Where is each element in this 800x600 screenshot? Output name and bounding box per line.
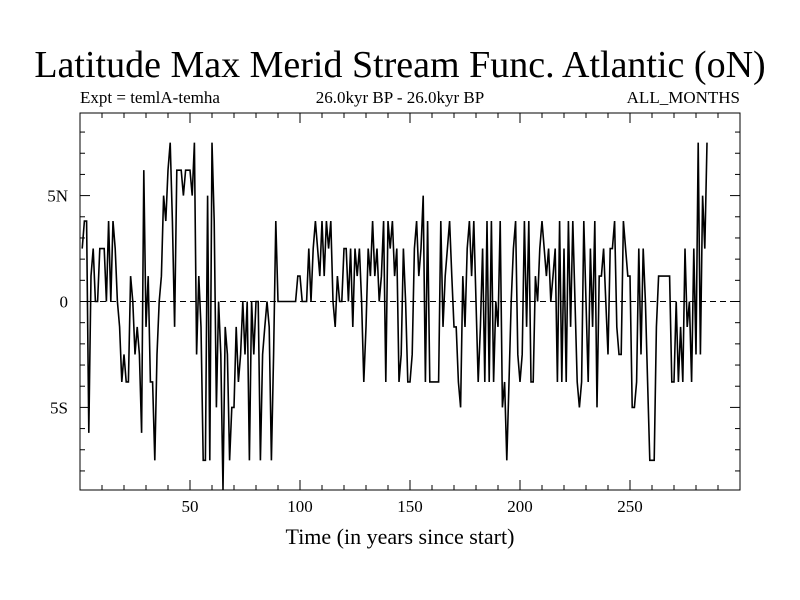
x-tick-label: 250 [617, 497, 643, 516]
series-line [81, 142, 708, 491]
x-tick-label: 200 [507, 497, 533, 516]
x-axis-label: Time (in years since start) [285, 524, 515, 549]
x-tick-label: 50 [182, 497, 199, 516]
y-tick-label: 0 [60, 293, 69, 312]
y-tick-label: 5S [50, 398, 68, 417]
chart-title: Latitude Max Merid Stream Func. Atlantic… [34, 44, 766, 86]
experiment-label: Expt = temlA-temha [80, 88, 220, 107]
period-label: 26.0kyr BP - 26.0kyr BP [315, 88, 485, 107]
y-tick-label: 5N [47, 187, 68, 206]
x-tick-label: 150 [397, 497, 423, 516]
months-label: ALL_MONTHS [626, 88, 740, 107]
x-tick-label: 100 [287, 497, 313, 516]
